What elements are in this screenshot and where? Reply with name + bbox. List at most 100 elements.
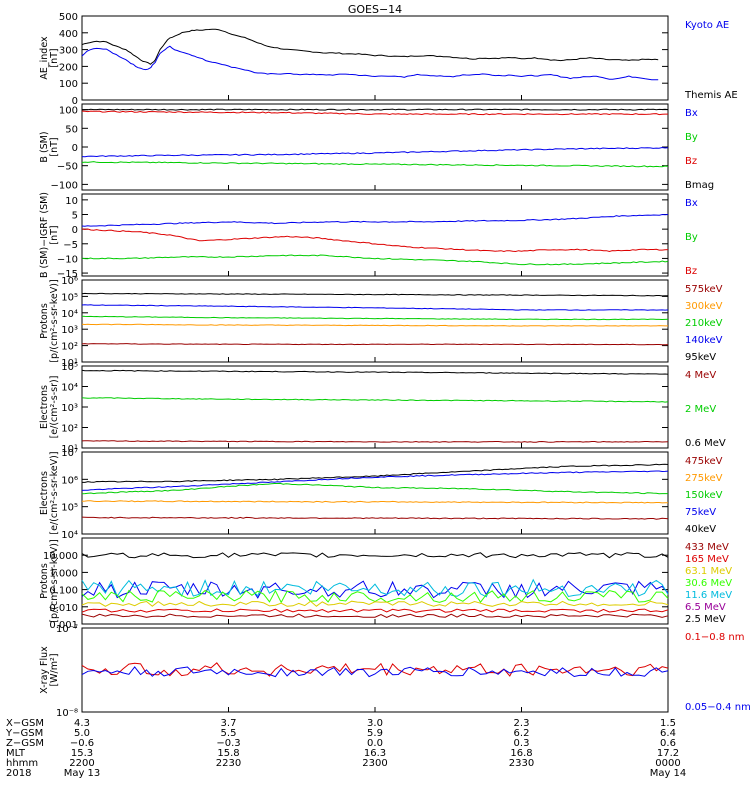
- legend-entry: 95keV: [685, 352, 716, 363]
- xaxis-value: 3.0: [367, 718, 383, 729]
- xaxis-row-label: 2018: [6, 768, 31, 779]
- series-bigrf-0: [81, 213, 669, 227]
- ytick-label: 400: [59, 29, 78, 40]
- series-protons2-5: [81, 608, 669, 613]
- ytick-label: 50: [65, 124, 78, 135]
- legend-entry: 575keV: [685, 284, 723, 295]
- ytick-label: 10⁴: [61, 383, 78, 394]
- xaxis-value: 16.3: [364, 748, 386, 759]
- ytick-label: 10⁴: [61, 530, 78, 541]
- ylabel: [e/(cm²-s-sr)]: [49, 376, 60, 439]
- xaxis-value: 15.8: [217, 748, 239, 759]
- panel-electrons1: 10⁵ 10⁴ 10³ 10² 10¹ Electrons [e/(cm²-s-sr)] 4 …: [39, 362, 726, 455]
- ytick-label: 10²: [61, 424, 78, 435]
- xaxis-value: May 13: [64, 768, 101, 779]
- legend-entry: 75keV: [685, 507, 716, 518]
- series-protons2-6: [81, 613, 669, 618]
- legend-entry: 40keV: [685, 524, 716, 535]
- xaxis-row-label: Z−GSM: [6, 738, 44, 749]
- series-protons1-3: [81, 323, 668, 327]
- panel-frame: [81, 451, 669, 535]
- legend-entry: Themis AE: [684, 90, 738, 101]
- ytick-label: 10³: [61, 403, 78, 414]
- ytick-label: 10⁵: [61, 292, 78, 303]
- ytick-label: 10¹: [61, 358, 78, 369]
- ytick-label: 10.000: [43, 551, 78, 562]
- xaxis-value: 5.5: [221, 728, 237, 739]
- ytick-label: 10²: [61, 342, 78, 353]
- ylabel: X-ray Flux: [39, 646, 50, 694]
- xaxis-row-label: Y−GSM: [5, 728, 43, 739]
- ytick-label: 0: [72, 225, 78, 236]
- ytick-label: 10⁶: [61, 276, 78, 287]
- xaxis-value: 17.2: [657, 748, 679, 759]
- ytick-label: −5: [63, 240, 78, 251]
- series-protons2-2: [81, 578, 669, 598]
- ylabel: Electrons: [39, 385, 50, 429]
- panel-protons1: 10⁶ 10⁵ 10⁴ 10³ 10² 10¹ Protons [p/(cm²-s-sr-ke…: [39, 276, 723, 369]
- legend-entry: Bz: [685, 266, 697, 277]
- legend-entry: 0.1−0.8 nm: [685, 632, 744, 643]
- ylabel: [p/(cm²-s-sr-keV)]: [49, 279, 60, 362]
- ylabel: [nT]: [49, 48, 60, 67]
- series-protons2-1: [81, 580, 669, 599]
- ytick-label: −50: [57, 162, 78, 173]
- ylabel: Electrons: [39, 471, 50, 515]
- ytick-label: −10: [57, 254, 78, 265]
- xaxis-value: 2300: [362, 758, 387, 769]
- xaxis-value: 1.5: [660, 718, 676, 729]
- series-electrons2-1: [81, 470, 669, 491]
- series-protons2-0: [81, 552, 669, 559]
- ytick-label: 10⁵: [61, 362, 78, 373]
- xaxis-value: 2.3: [514, 718, 530, 729]
- ylabel: [nT]: [49, 137, 60, 156]
- legend-entry: 210keV: [685, 318, 723, 329]
- ytick-label: 500: [59, 12, 78, 23]
- legend-entry: Bmag: [685, 180, 714, 191]
- xaxis-value: 3.7: [221, 718, 237, 729]
- legend-entry: By: [685, 132, 698, 143]
- legend-entry: 165 MeV: [685, 554, 729, 565]
- xaxis-value: 0.6: [660, 738, 676, 749]
- series-bsm-2: [81, 146, 669, 158]
- ytick-label: −100: [51, 180, 78, 191]
- legend-entry: 300keV: [685, 301, 723, 312]
- xaxis-value: 16.8: [510, 748, 532, 759]
- ytick-label: 10⁴: [61, 309, 78, 320]
- xaxis-row-label: X−GSM: [6, 718, 44, 729]
- ytick-label: 10¹: [61, 444, 78, 455]
- series-bigrf-1: [81, 228, 669, 253]
- xaxis-row-label: MLT: [6, 748, 26, 759]
- ytick-label: 100: [59, 79, 78, 90]
- panel-bsm: 100 50 0 −50 −100 B (SM) [nT] Bx By Bz Bmag: [39, 103, 714, 191]
- ytick-label: 0.100: [49, 586, 78, 597]
- legend-entry: 0.6 MeV: [685, 438, 726, 449]
- ytick-label: 10⁻⁸: [56, 708, 78, 719]
- ytick-label: 5: [72, 211, 78, 222]
- series-electrons1-0: [81, 369, 669, 375]
- panel-xray: 10⁻⁷ 10⁻⁸ X-ray Flux [W/m²] 0.1−0.8 nm 0.05−0…: [39, 624, 750, 719]
- xaxis-value: 4.3: [74, 718, 90, 729]
- legend-entry: Bx: [685, 108, 698, 119]
- figure-title: GOES−14: [348, 3, 402, 16]
- ylabel: Protons: [39, 563, 50, 599]
- xaxis-row-label: hhmm: [6, 758, 38, 769]
- ytick-label: 10⁵: [61, 503, 78, 514]
- series-electrons2-3: [81, 500, 668, 504]
- series-protons1-4: [81, 343, 669, 346]
- series-electrons2-0: [82, 463, 669, 483]
- legend-entry: Bz: [685, 156, 697, 167]
- legend-entry: 433 MeV: [685, 542, 729, 553]
- panel-frame: [81, 627, 669, 713]
- xaxis-value: 0000: [655, 758, 680, 769]
- series-electrons2-4: [81, 516, 669, 520]
- ytick-label: 10: [65, 196, 78, 207]
- xaxis-value: −0.6: [70, 738, 94, 749]
- series-protons1-0: [81, 292, 668, 297]
- panel-electrons2: 10⁷ 10⁶ 10⁵ 10⁴ Electrons [e/(cm²-s-sr-keV)] 4…: [39, 448, 723, 541]
- series-bsm-0: [81, 108, 669, 111]
- series-protons2-4: [81, 600, 669, 607]
- legend-entry: Kyoto AE: [685, 20, 729, 31]
- xaxis-value: 2330: [509, 758, 534, 769]
- series-electrons1-1: [81, 397, 669, 403]
